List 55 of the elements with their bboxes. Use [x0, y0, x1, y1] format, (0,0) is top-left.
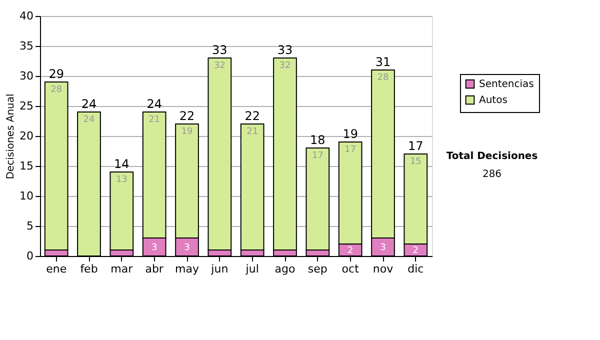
x-tick-label: oct	[342, 262, 360, 276]
x-tick-label: may	[175, 262, 200, 276]
data-label: 13	[116, 175, 128, 185]
x-tick-label: ene	[46, 262, 67, 276]
data-label: 28	[377, 73, 389, 83]
x-tick-label: nov	[372, 262, 394, 276]
x-tick-label: dic	[408, 262, 424, 276]
data-label: 21	[148, 115, 160, 125]
total-label: 33	[212, 43, 228, 57]
y-tick-label: 40	[20, 10, 34, 22]
total-label: 14	[114, 157, 130, 171]
y-tick-label: 0	[26, 250, 34, 262]
total-label: 19	[342, 127, 358, 141]
data-label: 32	[279, 61, 291, 71]
total-label: 29	[48, 67, 64, 81]
y-tick-label: 25	[20, 100, 34, 112]
text: 286	[482, 169, 502, 180]
y-tick-label: 15	[20, 160, 34, 172]
data-label: 3	[380, 243, 386, 253]
data-label: 15	[410, 157, 422, 167]
y-tick-label: 10	[20, 190, 34, 202]
data-label: 2	[412, 246, 419, 256]
y-tick-label: 5	[26, 220, 34, 232]
y-tick-label: 35	[20, 40, 34, 52]
total-label: 17	[408, 139, 424, 153]
x-tick-label: jun	[210, 262, 228, 276]
total-label: 22	[244, 109, 260, 123]
data-label: 2	[347, 246, 354, 256]
x-tick-label: ago	[274, 262, 296, 276]
total-label: 18	[310, 133, 326, 147]
text: Total Decisiones	[446, 151, 538, 162]
x-tick-label: sep	[308, 262, 328, 276]
total-label: 22	[179, 109, 195, 123]
legend-label: Autos	[479, 95, 508, 106]
total-label: 33	[277, 43, 293, 57]
legend-label: Sentencias	[479, 79, 534, 90]
data-label: 17	[312, 151, 324, 161]
total-label: 24	[146, 97, 162, 111]
data-label: 17	[344, 145, 356, 155]
data-label: 28	[50, 85, 62, 95]
x-tick-label: abr	[145, 262, 164, 276]
total-label: 24	[81, 97, 97, 111]
x-tick-label: jul	[244, 262, 259, 276]
data-label: 3	[184, 243, 190, 253]
y-tick-label: 20	[20, 130, 34, 142]
y-tick-label: 30	[20, 70, 34, 82]
x-tick-label: mar	[110, 262, 134, 276]
data-label: 21	[246, 127, 258, 137]
data-label: 32	[214, 61, 226, 71]
data-label: 24	[83, 115, 95, 125]
y-axis-title: Decisiones Anual	[6, 94, 17, 180]
data-label: 19	[181, 127, 193, 137]
data-label: 3	[151, 243, 158, 253]
total-label: 31	[375, 55, 391, 69]
x-tick-label: feb	[80, 262, 98, 276]
